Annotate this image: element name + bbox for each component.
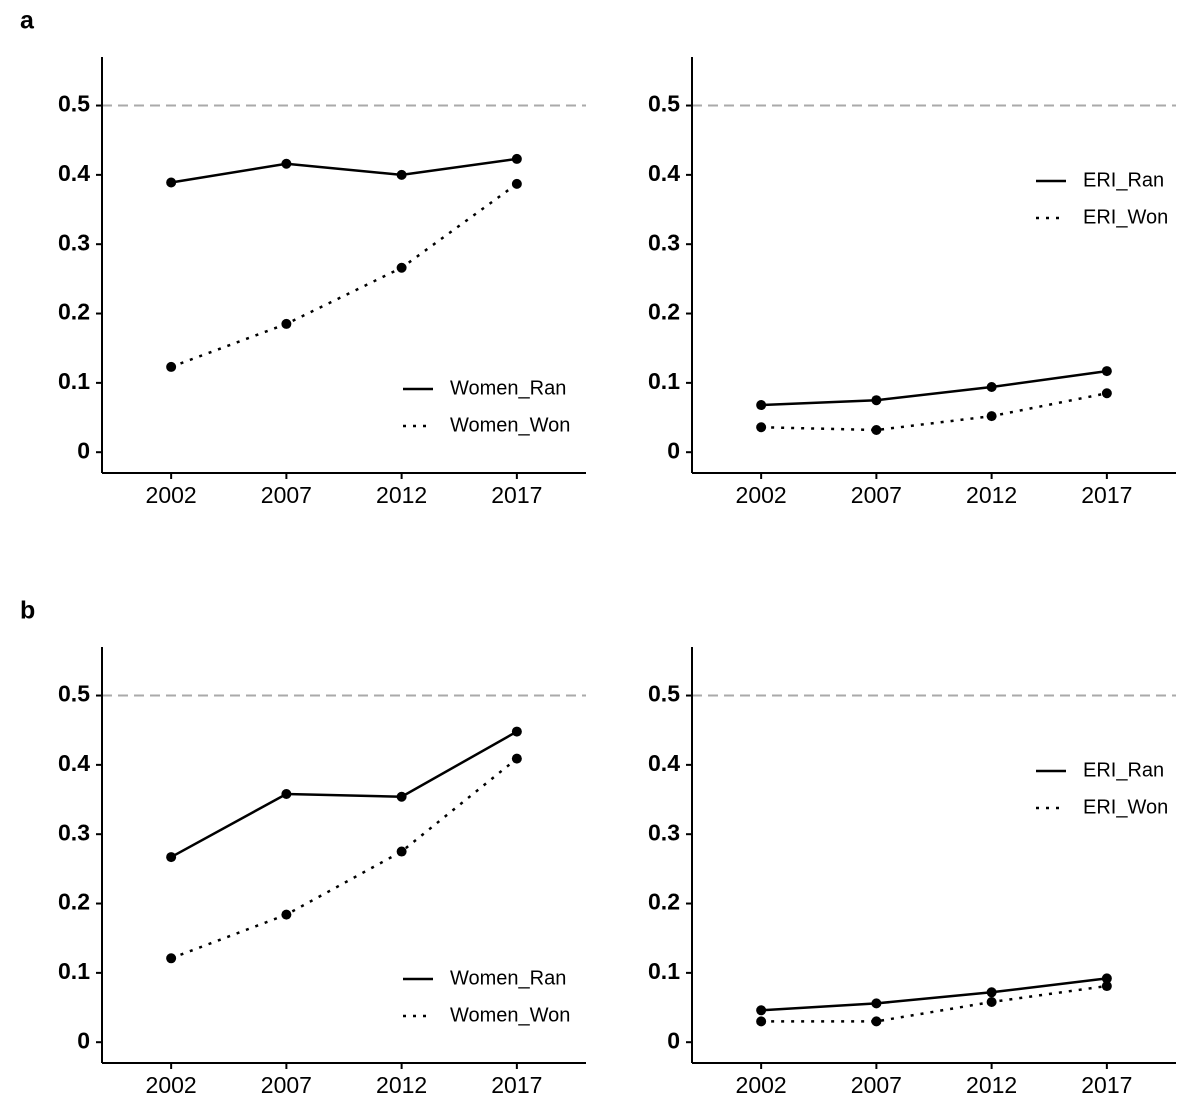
point xyxy=(166,852,177,863)
point xyxy=(396,262,407,273)
y-tick-label: 0.3 xyxy=(58,819,90,845)
legend-label: Women_Won xyxy=(450,1004,570,1026)
point xyxy=(511,178,522,189)
point xyxy=(166,177,177,188)
series-line xyxy=(170,157,518,184)
series-line xyxy=(761,977,1108,1012)
y-tick-label: 0.4 xyxy=(648,160,680,186)
point xyxy=(756,400,767,411)
series-line xyxy=(170,730,518,859)
x-tick-label: 2012 xyxy=(376,1072,427,1098)
panel-label: a xyxy=(20,7,35,35)
point xyxy=(871,395,882,406)
x-tick-label: 2007 xyxy=(261,1072,312,1098)
legend-label: Women_Ran xyxy=(450,967,566,989)
point xyxy=(871,998,882,1009)
point xyxy=(396,169,407,180)
y-tick-label: 0.5 xyxy=(648,681,680,707)
series-line xyxy=(761,984,1108,1023)
point xyxy=(166,361,177,372)
y-tick-label: 0 xyxy=(77,1027,90,1053)
y-tick-label: 0.4 xyxy=(58,160,90,186)
panel-label: b xyxy=(20,597,35,625)
point xyxy=(281,318,292,329)
y-tick-label: 0.5 xyxy=(58,91,90,117)
point xyxy=(986,987,997,998)
series-line xyxy=(761,392,1108,432)
x-tick-label: 2007 xyxy=(261,482,312,508)
y-tick-label: 0.2 xyxy=(58,889,90,915)
point xyxy=(986,382,997,393)
x-tick-label: 2012 xyxy=(966,1072,1017,1098)
point xyxy=(1101,366,1112,377)
point xyxy=(1101,981,1112,992)
series-line xyxy=(170,182,518,369)
point xyxy=(1101,388,1112,399)
point xyxy=(166,953,177,964)
point xyxy=(1101,973,1112,984)
legend-label: ERI_Won xyxy=(1083,796,1168,818)
x-tick-label: 2017 xyxy=(1081,1072,1132,1098)
point xyxy=(871,425,882,436)
point xyxy=(756,422,767,433)
point xyxy=(986,411,997,422)
series-line xyxy=(170,757,518,960)
x-tick-label: 2012 xyxy=(376,482,427,508)
point xyxy=(511,753,522,764)
y-tick-label: 0.5 xyxy=(58,681,90,707)
y-tick-label: 0 xyxy=(77,437,90,463)
y-tick-label: 0.5 xyxy=(648,91,680,117)
y-tick-label: 0 xyxy=(667,437,680,463)
point xyxy=(756,1016,767,1027)
y-tick-label: 0.1 xyxy=(648,368,680,394)
y-tick-label: 0.1 xyxy=(648,958,680,984)
legend-label: ERI_Ran xyxy=(1083,169,1164,191)
y-tick-label: 0.3 xyxy=(648,819,680,845)
x-tick-label: 2002 xyxy=(146,1072,197,1098)
point xyxy=(871,1016,882,1027)
y-tick-label: 0.3 xyxy=(58,229,90,255)
y-tick-label: 0.4 xyxy=(648,750,680,776)
point xyxy=(511,726,522,737)
legend-label: Women_Ran xyxy=(450,377,566,399)
point xyxy=(756,1005,767,1016)
y-tick-label: 0.2 xyxy=(648,889,680,915)
y-tick-label: 0.1 xyxy=(58,368,90,394)
x-tick-label: 2007 xyxy=(851,1072,902,1098)
x-tick-label: 2007 xyxy=(851,482,902,508)
point xyxy=(986,996,997,1007)
x-tick-label: 2002 xyxy=(146,482,197,508)
x-tick-label: 2017 xyxy=(491,482,542,508)
x-tick-label: 2017 xyxy=(491,1072,542,1098)
point xyxy=(281,909,292,920)
series-line xyxy=(761,369,1108,407)
legend-label: ERI_Ran xyxy=(1083,759,1164,781)
legend-label: ERI_Won xyxy=(1083,206,1168,228)
y-tick-label: 0.1 xyxy=(58,958,90,984)
point xyxy=(281,158,292,169)
point xyxy=(396,846,407,857)
y-tick-label: 0.3 xyxy=(648,229,680,255)
x-tick-label: 2002 xyxy=(736,1072,787,1098)
x-tick-label: 2002 xyxy=(736,482,787,508)
x-tick-label: 2012 xyxy=(966,482,1017,508)
y-tick-label: 0.4 xyxy=(58,750,90,776)
y-tick-label: 0.2 xyxy=(648,299,680,325)
point xyxy=(511,153,522,164)
point xyxy=(281,788,292,799)
y-tick-label: 0.2 xyxy=(58,299,90,325)
point xyxy=(396,791,407,802)
x-tick-label: 2017 xyxy=(1081,482,1132,508)
legend-label: Women_Won xyxy=(450,414,570,436)
y-tick-label: 0 xyxy=(667,1027,680,1053)
